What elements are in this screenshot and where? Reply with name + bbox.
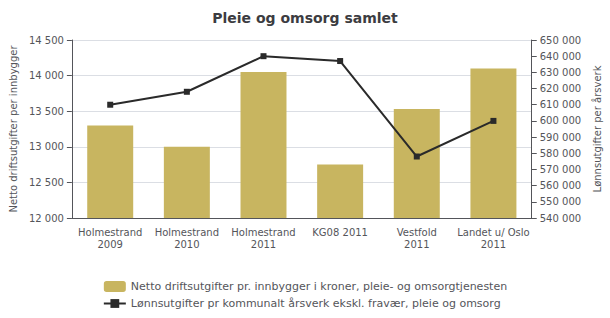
svg-text:12 000: 12 000 xyxy=(29,213,64,224)
svg-text:540 000: 540 000 xyxy=(540,213,581,224)
svg-text:640 000: 640 000 xyxy=(540,51,581,62)
svg-text:650 000: 650 000 xyxy=(540,35,581,46)
svg-text:550 000: 550 000 xyxy=(540,196,581,207)
svg-text:620 000: 620 000 xyxy=(540,83,581,94)
svg-text:Holmestrand: Holmestrand xyxy=(78,227,142,238)
svg-text:Vestfold: Vestfold xyxy=(397,227,437,238)
svg-text:600 000: 600 000 xyxy=(540,115,581,126)
svg-text:12 500: 12 500 xyxy=(29,177,64,188)
svg-text:Netto driftsutgifter per innby: Netto driftsutgifter per innbygger xyxy=(8,45,19,213)
svg-text:14 500: 14 500 xyxy=(29,35,64,46)
svg-text:610 000: 610 000 xyxy=(540,99,581,110)
svg-text:13 500: 13 500 xyxy=(29,106,64,117)
svg-text:2011: 2011 xyxy=(251,239,276,250)
svg-text:13 000: 13 000 xyxy=(29,141,64,152)
svg-text:KG08 2011: KG08 2011 xyxy=(312,227,368,238)
svg-text:560 000: 560 000 xyxy=(540,180,581,191)
svg-text:2011: 2011 xyxy=(404,239,429,250)
svg-text:14 000: 14 000 xyxy=(29,70,64,81)
svg-text:Netto driftsutgifter pr. innby: Netto driftsutgifter pr. innbygger i kro… xyxy=(131,280,507,293)
svg-text:Holmestrand: Holmestrand xyxy=(231,227,295,238)
svg-text:590 000: 590 000 xyxy=(540,132,581,143)
svg-text:2010: 2010 xyxy=(174,239,199,250)
svg-text:570 000: 570 000 xyxy=(540,164,581,175)
svg-text:Lønnsutgifter pr kommunalt års: Lønnsutgifter pr kommunalt årsverk ekskl… xyxy=(131,297,501,310)
svg-text:Pleie og omsorg samlet: Pleie og omsorg samlet xyxy=(212,10,398,26)
svg-text:2009: 2009 xyxy=(97,239,122,250)
svg-text:Landet u/ Oslo: Landet u/ Oslo xyxy=(457,227,530,238)
svg-text:2011: 2011 xyxy=(481,239,506,250)
svg-text:630 000: 630 000 xyxy=(540,67,581,78)
svg-text:Holmestrand: Holmestrand xyxy=(155,227,219,238)
svg-text:580 000: 580 000 xyxy=(540,148,581,159)
svg-text:Lønnsutgifter per årsverk: Lønnsutgifter per årsverk xyxy=(591,65,603,192)
